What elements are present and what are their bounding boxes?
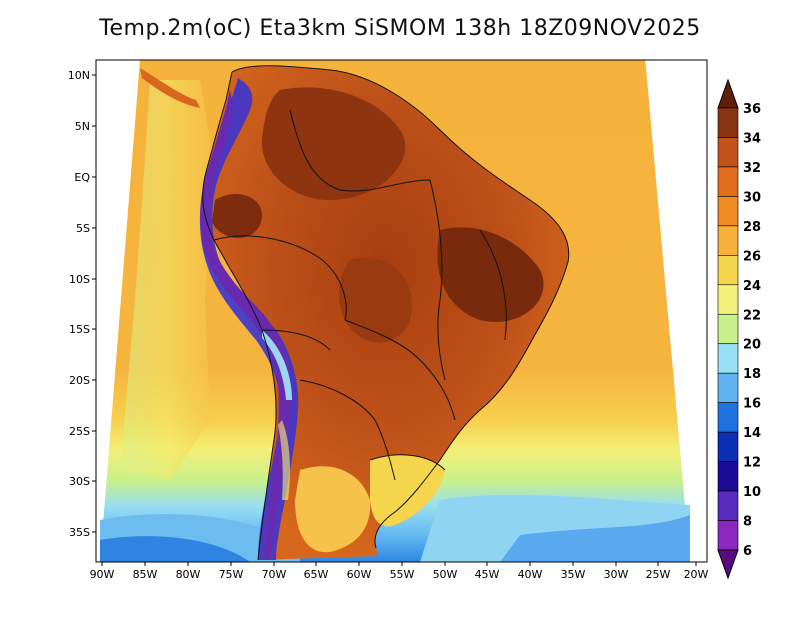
svg-text:10S: 10S xyxy=(69,273,90,286)
colorbar-segment xyxy=(717,137,739,168)
svg-text:50W: 50W xyxy=(433,568,458,581)
lon-tick: 50W xyxy=(433,562,458,581)
colorbar-segment xyxy=(717,313,739,345)
colorbar-label: 14 xyxy=(743,426,761,441)
lat-tick: 30S xyxy=(69,475,96,488)
colorbar-segment xyxy=(717,166,739,197)
latitude-axis: 10N 5N EQ 5S 10S 15S 20S 25S 30S 35S xyxy=(68,69,96,539)
colorbar-label: 22 xyxy=(743,308,761,323)
colorbar-label: 6 xyxy=(743,544,752,559)
svg-text:10N: 10N xyxy=(68,69,90,82)
colorbar-segment xyxy=(717,372,739,403)
svg-text:80W: 80W xyxy=(176,568,201,581)
lon-tick: 80W xyxy=(176,562,201,581)
svg-text:65W: 65W xyxy=(304,568,329,581)
svg-text:85W: 85W xyxy=(133,568,158,581)
lat-tick: 5S xyxy=(76,222,96,235)
colorbar-label: 36 xyxy=(743,102,761,117)
svg-text:20S: 20S xyxy=(69,374,90,387)
colorbar-segment xyxy=(717,225,739,256)
lat-tick: EQ xyxy=(74,171,96,184)
colorbar-label: 20 xyxy=(743,338,761,353)
svg-text:90W: 90W xyxy=(90,568,115,581)
colorbar-label: 10 xyxy=(743,485,761,500)
colorbar-segment xyxy=(717,343,739,374)
lat-tick: 5N xyxy=(75,120,96,133)
colorbar-top-arrow xyxy=(717,78,739,109)
colorbar-segment xyxy=(717,196,739,227)
svg-text:35W: 35W xyxy=(561,568,586,581)
colorbar-segment xyxy=(717,284,739,315)
colorbar-segment xyxy=(717,431,739,462)
colorbar-label: 8 xyxy=(743,515,752,530)
longitude-axis: 90W 85W 80W 75W 70W 65W 60W 55W 50W 45W … xyxy=(90,562,709,581)
lon-tick: 45W xyxy=(475,562,500,581)
colorbar-label: 30 xyxy=(743,190,761,205)
colorbar-label: 18 xyxy=(743,367,761,382)
lat-tick: 10N xyxy=(68,69,96,82)
pampas-cool xyxy=(370,454,445,527)
lat-tick: 25S xyxy=(69,425,96,438)
svg-text:15S: 15S xyxy=(69,323,90,336)
colorbar-segment xyxy=(717,461,739,492)
svg-text:EQ: EQ xyxy=(74,171,90,184)
colorbar-label: 32 xyxy=(743,161,761,176)
lon-tick: 35W xyxy=(561,562,586,581)
colorbar-label: 28 xyxy=(743,220,761,235)
lat-tick: 10S xyxy=(69,273,96,286)
lon-tick: 65W xyxy=(304,562,329,581)
pacific-band xyxy=(120,80,215,480)
lat-tick: 15S xyxy=(69,323,96,336)
lon-tick: 75W xyxy=(219,562,244,581)
lon-tick: 60W xyxy=(347,562,372,581)
svg-text:5N: 5N xyxy=(75,120,90,133)
colorbar-segment xyxy=(717,520,739,551)
lon-tick: 20W xyxy=(684,562,709,581)
svg-text:40W: 40W xyxy=(518,568,543,581)
colorbar-label: 26 xyxy=(743,249,761,264)
svg-text:75W: 75W xyxy=(219,568,244,581)
svg-text:25W: 25W xyxy=(646,568,671,581)
colorbar-segment xyxy=(717,402,739,433)
colorbar-segment xyxy=(717,107,739,138)
lon-tick: 40W xyxy=(518,562,543,581)
lat-tick: 35S xyxy=(69,526,96,539)
svg-text:35S: 35S xyxy=(69,526,90,539)
lon-tick: 90W xyxy=(90,562,115,581)
lat-tick: 20S xyxy=(69,374,96,387)
lon-tick: 25W xyxy=(646,562,671,581)
svg-text:60W: 60W xyxy=(347,568,372,581)
colorbar: 36 34 32 30 28 26 24 22 20 18 16 14 12 10 8 6 xyxy=(717,78,761,580)
map-title: Temp.2m(oC) Eta3km SiSMOM 138h 18Z09NOV2… xyxy=(99,16,701,41)
svg-text:30W: 30W xyxy=(604,568,629,581)
colorbar-label: 12 xyxy=(743,456,761,471)
colorbar-label: 34 xyxy=(743,131,761,146)
svg-text:5S: 5S xyxy=(76,222,90,235)
svg-text:30S: 30S xyxy=(69,475,90,488)
svg-text:25S: 25S xyxy=(69,425,90,438)
colorbar-label: 16 xyxy=(743,397,761,412)
colorbar-label: 24 xyxy=(743,279,761,294)
andes-cold-strip xyxy=(199,78,299,560)
lon-tick: 55W xyxy=(390,562,415,581)
colorbar-bottom-arrow xyxy=(717,549,739,580)
svg-text:55W: 55W xyxy=(390,568,415,581)
lon-tick: 30W xyxy=(604,562,629,581)
colorbar-segment xyxy=(717,255,739,286)
colorbar-segment xyxy=(717,490,739,521)
lon-tick: 70W xyxy=(262,562,287,581)
svg-text:45W: 45W xyxy=(475,568,500,581)
lon-tick: 85W xyxy=(133,562,158,581)
country-borders xyxy=(202,65,570,561)
svg-text:70W: 70W xyxy=(262,568,287,581)
svg-text:20W: 20W xyxy=(684,568,709,581)
